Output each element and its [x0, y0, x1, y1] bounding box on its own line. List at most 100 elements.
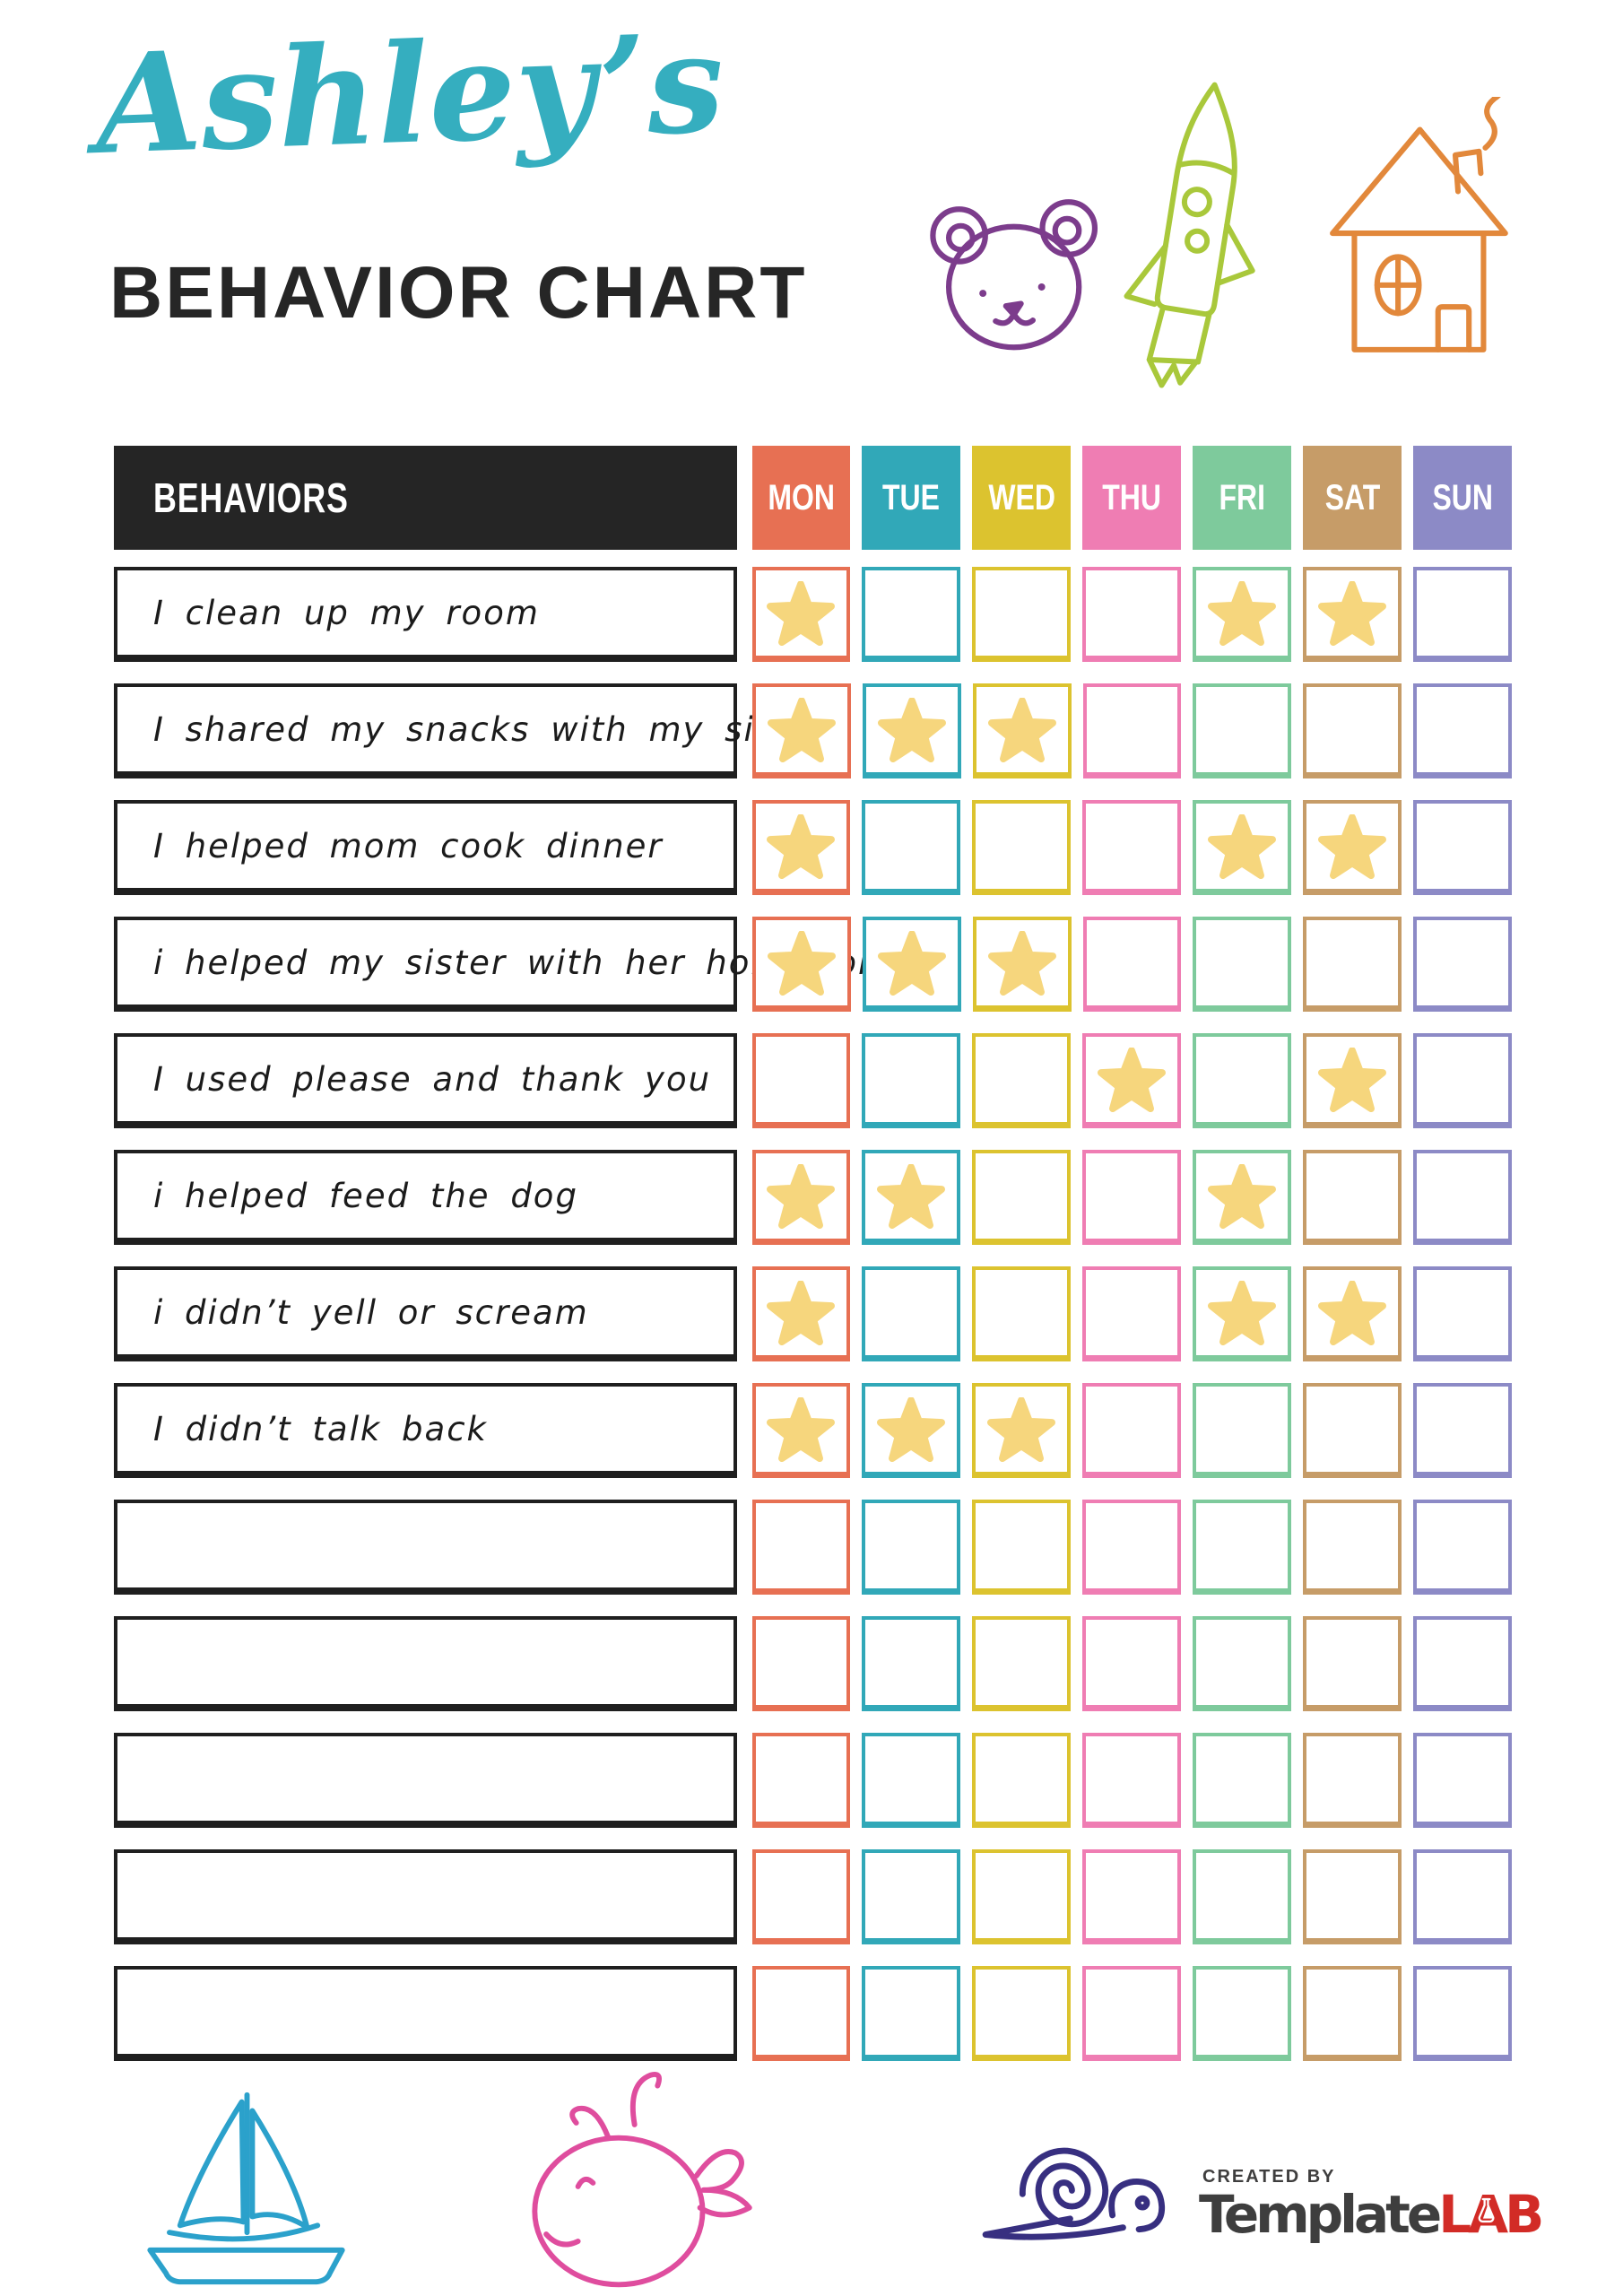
day-cell-sat: [1303, 1616, 1402, 1711]
day-cell-sun: [1413, 1966, 1512, 2061]
day-cell-mon: [751, 1150, 851, 1245]
day-cell-thu: [1082, 1150, 1182, 1245]
day-cell-sat: [1303, 1150, 1402, 1245]
behavior-row: i helped feed the dog: [114, 1150, 1523, 1245]
page-title-script: Ashley’s: [92, 2, 727, 186]
day-cell-wed: [972, 1033, 1072, 1128]
behavior-label: i helped feed the dog: [114, 1150, 737, 1245]
templatelab-logo: CREATED BY TemplateLAB: [1199, 2167, 1544, 2245]
day-cell-thu: [1082, 917, 1182, 1012]
day-header-label: FRI: [1219, 477, 1265, 517]
day-cell-wed: [972, 1733, 1072, 1828]
star-icon: [1208, 813, 1277, 879]
behavior-label: [114, 1733, 737, 1828]
behavior-row: [114, 1966, 1523, 2061]
day-cell-tue: [862, 1150, 961, 1245]
behavior-label: I used please and thank you: [114, 1033, 737, 1128]
day-cell-tue: [862, 917, 961, 1012]
behavior-label: I clean up my room: [114, 567, 737, 662]
day-cell-fri: [1193, 1383, 1292, 1478]
day-cell-wed: [972, 1616, 1072, 1711]
day-cell-thu: [1082, 800, 1182, 895]
day-cell-fri: [1193, 683, 1292, 778]
star-icon: [1318, 813, 1387, 879]
day-cell-mon: [751, 1733, 851, 1828]
behavior-row: I helped mom cook dinner: [114, 800, 1523, 895]
behavior-row: i didn’t yell or scream: [114, 1266, 1523, 1361]
day-cell-mon: [751, 1500, 851, 1595]
day-header-tue: TUE: [862, 446, 961, 550]
snail-icon: [982, 2147, 1166, 2240]
day-cell-sun: [1413, 1150, 1512, 1245]
day-cell-thu: [1082, 1033, 1182, 1128]
behavior-row: [114, 1500, 1523, 1595]
day-cell-thu: [1082, 567, 1182, 662]
day-header-wed: WED: [972, 446, 1072, 550]
day-cell-tue: [862, 1616, 961, 1711]
day-cell-fri: [1193, 567, 1292, 662]
chart-header-row: BEHAVIORS MON TUE WED THU FRI SAT SUN: [114, 446, 1523, 550]
day-cell-sun: [1413, 567, 1512, 662]
day-header-mon: MON: [751, 446, 851, 550]
day-cell-sat: [1303, 683, 1402, 778]
day-cell-tue: [862, 567, 961, 662]
star-icon: [767, 1163, 836, 1229]
day-cell-mon: [751, 800, 851, 895]
day-header-label: THU: [1102, 477, 1162, 517]
day-cell-sat: [1303, 567, 1402, 662]
page-title-main: BEHAVIOR CHART: [109, 252, 808, 334]
day-header-label: TUE: [882, 477, 941, 517]
day-header-label: SAT: [1324, 477, 1380, 517]
star-icon: [767, 580, 836, 646]
day-cell-sun: [1413, 1616, 1512, 1711]
day-cell-wed: [972, 1500, 1072, 1595]
behavior-row: [114, 1849, 1523, 1944]
behavior-row: I didn’t talk back: [114, 1383, 1523, 1478]
day-cell-mon: [751, 1383, 851, 1478]
behavior-row: I used please and thank you: [114, 1033, 1523, 1128]
day-cell-sun: [1413, 1383, 1512, 1478]
day-cell-tue: [862, 1383, 961, 1478]
star-icon: [987, 1396, 1056, 1462]
day-cell-mon: [752, 683, 851, 778]
day-cell-thu: [1082, 1266, 1182, 1361]
behavior-chart: BEHAVIORS MON TUE WED THU FRI SAT SUN I clean …: [114, 446, 1523, 2083]
day-cell-sat: [1303, 1849, 1402, 1944]
day-cell-tue: [862, 1033, 961, 1128]
day-cell-wed: [972, 800, 1072, 895]
day-cell-wed: [972, 917, 1072, 1012]
star-icon: [877, 1163, 946, 1229]
logo-brand-gray: Template: [1199, 2184, 1442, 2245]
star-icon: [767, 813, 836, 879]
star-icon: [987, 697, 1056, 762]
day-header-fri: FRI: [1193, 446, 1292, 550]
day-cell-wed: [972, 1966, 1072, 2061]
logo-brand: TemplateLAB: [1199, 2184, 1544, 2245]
day-cell-sat: [1303, 1033, 1402, 1128]
day-cell-fri: [1193, 1733, 1292, 1828]
day-cell-tue: [862, 1733, 961, 1828]
day-cell-fri: [1193, 1616, 1292, 1711]
rocket-icon: [1124, 82, 1255, 388]
day-cell-sun: [1413, 1266, 1512, 1361]
day-cell-mon: [751, 1849, 851, 1944]
day-cell-thu: [1082, 1966, 1182, 2061]
behavior-label: [114, 1616, 737, 1711]
day-cell-fri: [1193, 1849, 1292, 1944]
star-icon: [877, 697, 946, 762]
star-icon: [877, 930, 946, 996]
star-icon: [1208, 1163, 1277, 1229]
day-cell-mon: [751, 1033, 851, 1128]
behavior-row: i helped my sister with her homework: [114, 917, 1523, 1012]
day-cell-fri: [1193, 917, 1292, 1012]
day-cell-wed: [972, 1266, 1072, 1361]
day-cell-thu: [1082, 683, 1182, 778]
day-cell-sun: [1413, 1849, 1512, 1944]
day-cell-fri: [1193, 1150, 1292, 1245]
day-cell-fri: [1193, 1500, 1292, 1595]
day-header-label: WED: [988, 477, 1055, 517]
day-cell-fri: [1193, 1266, 1292, 1361]
day-header-sat: SAT: [1303, 446, 1402, 550]
logo-created-by: CREATED BY: [1202, 2167, 1336, 2187]
